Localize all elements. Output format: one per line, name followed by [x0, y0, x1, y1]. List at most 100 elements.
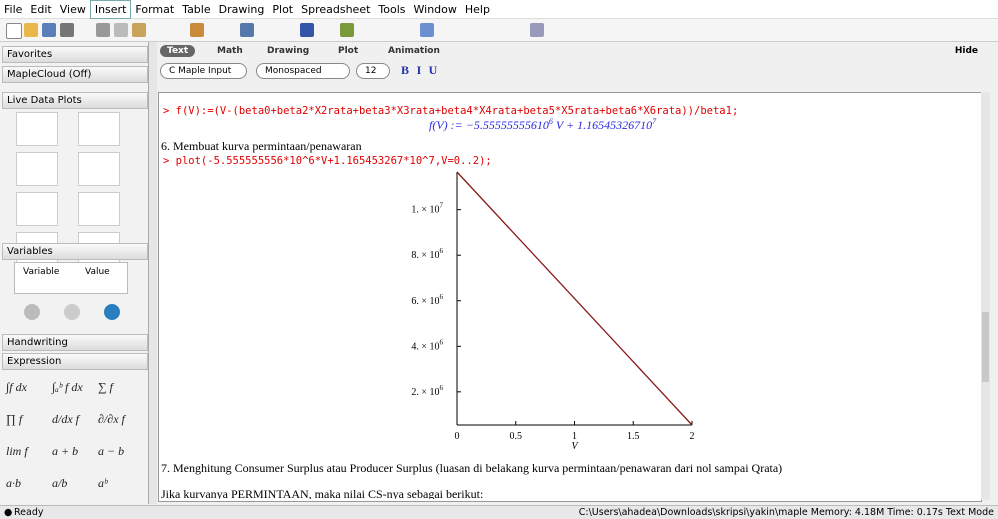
- x-axis-label: V: [571, 441, 579, 452]
- menu-item[interactable]: Window: [413, 3, 457, 16]
- palette-header[interactable]: Expression: [2, 353, 148, 370]
- tab[interactable]: Math: [217, 46, 243, 56]
- cut-icon[interactable]: [96, 23, 110, 37]
- expression-item[interactable]: ∂/∂x f: [98, 412, 125, 426]
- plot-tile[interactable]: [16, 112, 58, 146]
- tab[interactable]: Text: [160, 45, 196, 57]
- input-line: > plot(-5.555555556*10^6*V+1.165453267*1…: [163, 155, 492, 167]
- menu-item[interactable]: View: [59, 3, 86, 16]
- paste-icon[interactable]: [132, 23, 146, 37]
- expression-item[interactable]: ∫f dx: [6, 380, 27, 394]
- column-head: Value: [85, 267, 110, 277]
- tab[interactable]: Plot: [338, 46, 359, 56]
- expression-item[interactable]: a·b: [6, 476, 21, 490]
- palette-panel: Favorites MapleCloud (Off) Live Data Plo…: [0, 42, 149, 504]
- style-button[interactable]: B: [400, 63, 409, 77]
- status-dot: ●: [4, 507, 13, 518]
- tab-bar: Hide Text Math Drawing Plot Animation: [158, 44, 988, 60]
- hide-button[interactable]: Hide: [954, 46, 978, 56]
- zoom-icon[interactable]: [420, 23, 434, 37]
- variable-button[interactable]: [24, 304, 40, 320]
- y-tick-label: 8. × 106: [411, 247, 443, 261]
- tab[interactable]: Animation: [388, 46, 440, 56]
- output-line: f(V) := −5.555555556106 V + 1.1654532671…: [429, 117, 656, 133]
- line: [456, 171, 693, 426]
- expression-item[interactable]: ∫ₐᵇ f dx: [52, 380, 83, 394]
- status-right: C:\Users\ahadea\Downloads\skripsi\yakin\…: [578, 507, 994, 518]
- input-line: > f(V):=(V-(beta0+beta2*X2rata+beta3*X3r…: [163, 105, 739, 117]
- expression-item[interactable]: aᵇ: [98, 476, 108, 490]
- plot-tile[interactable]: [78, 112, 120, 146]
- x-tick-label: 2: [690, 431, 695, 442]
- help-icon[interactable]: [530, 23, 544, 37]
- variable-button[interactable]: [64, 304, 80, 320]
- palette-header[interactable]: Handwriting: [2, 334, 148, 351]
- new-icon[interactable]: [6, 23, 22, 39]
- section-icon[interactable]: [240, 23, 254, 37]
- menu-item[interactable]: Insert: [89, 0, 132, 19]
- y-tick-label: 1. × 107: [411, 202, 443, 216]
- output-exp: 7: [652, 117, 657, 126]
- output-part: V + 1.16545326710: [552, 118, 653, 132]
- section-heading: 7. Menghitung Consumer Surplus atau Prod…: [161, 461, 783, 475]
- menu-bar: File Edit View Insert Format Table Drawing Plot…: [0, 0, 998, 19]
- expression-item[interactable]: lim f: [6, 444, 28, 458]
- output-exp: 6: [548, 117, 553, 126]
- plot-tile[interactable]: [78, 152, 120, 186]
- menu-item[interactable]: File: [4, 3, 23, 16]
- expression-item[interactable]: a/b: [52, 476, 68, 490]
- x-tick-label: 0: [455, 431, 460, 442]
- expression-item[interactable]: ∑ f: [98, 380, 113, 394]
- save-icon[interactable]: [42, 23, 56, 37]
- section-heading: 6. Membuat kurva permintaan/penawaran: [161, 139, 362, 153]
- x-tick-label: 0.5: [510, 431, 523, 442]
- y-tick-exp: 6: [440, 384, 444, 392]
- expression-item[interactable]: a + b: [52, 444, 79, 458]
- menu-item[interactable]: Format: [135, 3, 175, 16]
- expression-grid: ∫f dx ∫ₐᵇ f dx ∑ f ∏ f d/dx f ∂/∂x f lim f a + …: [6, 374, 142, 502]
- x-tick-label: 1.5: [627, 431, 640, 442]
- menu-item[interactable]: Drawing: [218, 3, 265, 16]
- copy-icon[interactable]: [114, 23, 128, 37]
- y-tick-text: 6. × 10: [411, 296, 439, 307]
- plot-tile[interactable]: [16, 192, 58, 226]
- menu-item[interactable]: Spreadsheet: [301, 3, 371, 16]
- variable-button[interactable]: [104, 304, 120, 320]
- y-tick-exp: 6: [440, 338, 444, 346]
- palette-header[interactable]: Variables: [2, 243, 148, 260]
- variables-table: Variable Value: [14, 262, 128, 294]
- status-bar: ● Ready C:\Users\ahadea\Downloads\skrips…: [0, 505, 998, 519]
- x-tick-label: 1: [572, 431, 577, 442]
- mode-dropdown[interactable]: C Maple Input: [160, 63, 247, 79]
- scroll-thumb[interactable]: [982, 312, 989, 382]
- palette-header[interactable]: Favorites: [2, 46, 148, 63]
- menu-item[interactable]: Tools: [378, 3, 406, 16]
- y-tick-text: 4. × 10: [411, 341, 439, 352]
- menu-item[interactable]: Plot: [272, 3, 294, 16]
- debug-icon[interactable]: [340, 23, 354, 37]
- menu-item[interactable]: Table: [182, 3, 211, 16]
- text-icon[interactable]: [190, 23, 204, 37]
- expression-item[interactable]: ∏ f: [6, 412, 23, 426]
- font-dropdown[interactable]: Monospaced: [256, 63, 350, 79]
- paragraph: Jika kurvanya PERMINTAAN, maka nilai CS-…: [161, 487, 484, 499]
- execute-icon[interactable]: [300, 23, 314, 37]
- y-tick-text: 1. × 10: [411, 205, 439, 216]
- tab[interactable]: Drawing: [267, 46, 310, 56]
- open-icon[interactable]: [24, 23, 38, 37]
- menu-item[interactable]: Help: [464, 3, 490, 16]
- expression-item[interactable]: a − b: [98, 444, 125, 458]
- y-tick-text: 2. × 10: [411, 387, 439, 398]
- size-dropdown[interactable]: 12: [356, 63, 390, 79]
- print-icon[interactable]: [60, 23, 74, 37]
- palette-header[interactable]: Live Data Plots: [2, 92, 148, 109]
- style-button[interactable]: I: [416, 63, 422, 77]
- menu-item[interactable]: Edit: [30, 3, 52, 16]
- expression-item[interactable]: d/dx f: [52, 412, 79, 426]
- palette-header[interactable]: MapleCloud (Off): [2, 66, 148, 83]
- plot-tile[interactable]: [78, 192, 120, 226]
- plot-tile[interactable]: [16, 152, 58, 186]
- style-button[interactable]: U: [428, 63, 438, 77]
